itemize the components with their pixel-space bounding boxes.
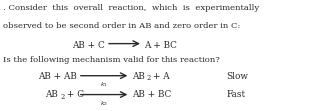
Text: AB: AB	[132, 72, 145, 81]
Text: Fast: Fast	[226, 90, 245, 99]
Text: + A: + A	[150, 72, 170, 81]
Text: $k_2$: $k_2$	[100, 99, 108, 108]
Text: AB: AB	[46, 90, 58, 99]
Text: . Consider  this  overall  reaction,  which  is  experimentally: . Consider this overall reaction, which …	[3, 4, 259, 12]
Text: 2: 2	[60, 93, 65, 101]
Text: AB + BC: AB + BC	[132, 90, 171, 99]
Text: $k_1$: $k_1$	[100, 80, 108, 89]
Text: + C: + C	[64, 90, 84, 99]
Text: observed to be second order in AB and zero order in C:: observed to be second order in AB and ze…	[3, 22, 241, 30]
Text: Slow: Slow	[226, 72, 248, 81]
Text: 2: 2	[147, 74, 151, 82]
Text: A + BC: A + BC	[144, 41, 177, 50]
Text: Is the following mechanism valid for this reaction?: Is the following mechanism valid for thi…	[3, 56, 220, 64]
Text: AB + AB: AB + AB	[38, 72, 77, 81]
Text: AB + C: AB + C	[73, 41, 105, 50]
